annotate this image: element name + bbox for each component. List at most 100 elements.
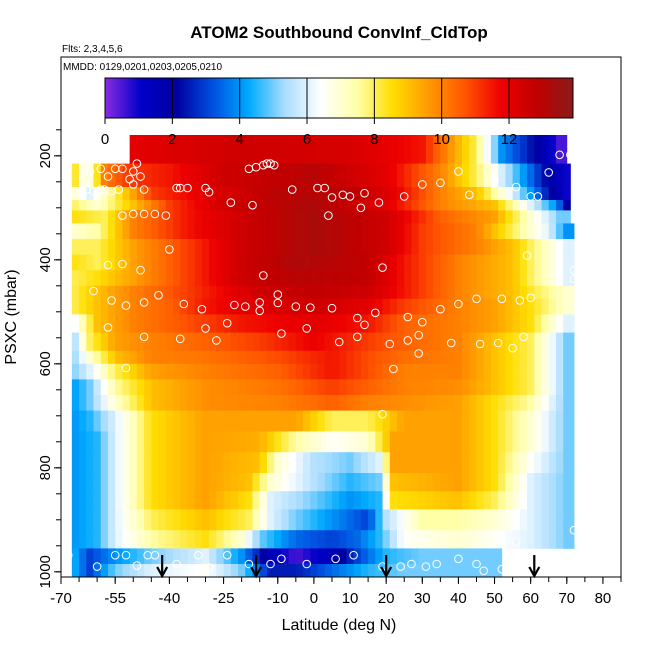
heatmap-cell <box>165 163 174 188</box>
heatmap-cell <box>259 395 268 411</box>
heatmap-cell <box>93 395 102 411</box>
heatmap-cell <box>411 210 420 224</box>
heatmap-cell <box>440 270 448 287</box>
heatmap-cell <box>86 210 94 224</box>
heatmap-cell <box>563 363 571 380</box>
heatmap-cell <box>238 431 246 453</box>
cloud-top-point <box>96 185 105 194</box>
cloud-top-point <box>139 209 149 219</box>
heatmap-cell <box>79 332 87 352</box>
x-tick-label: 70 <box>558 590 575 607</box>
heatmap-cell <box>425 285 434 300</box>
heatmap-cell <box>433 332 441 352</box>
x-tick-label: 10 <box>342 590 359 607</box>
heatmap-cell <box>93 452 102 474</box>
heatmap-cell <box>151 210 159 224</box>
heatmap-cell <box>527 239 535 255</box>
cloud-top-point <box>150 550 160 560</box>
heatmap-cell <box>238 210 246 224</box>
heatmap-cell <box>288 254 297 271</box>
heatmap-cell <box>418 564 427 578</box>
heatmap-cell <box>115 223 123 240</box>
heatmap-cell <box>136 473 145 492</box>
heatmap-cell <box>259 270 268 287</box>
heatmap-cell <box>230 452 239 474</box>
heatmap-cell <box>310 314 318 333</box>
heatmap-cell <box>555 210 564 224</box>
heatmap-cell <box>555 431 564 453</box>
heatmap-cell <box>136 239 145 255</box>
heatmap-cell <box>209 530 217 549</box>
heatmap-cell <box>563 223 571 240</box>
heatmap-cell <box>462 332 470 352</box>
heatmap-cell <box>397 298 405 315</box>
heatmap-cell <box>144 223 152 240</box>
cloud-top-point <box>569 525 579 535</box>
heatmap-cell <box>115 452 123 474</box>
heatmap-cell <box>151 332 159 352</box>
heatmap-cell <box>303 285 311 300</box>
heatmap-cell <box>93 332 102 352</box>
cloud-top-point <box>92 562 102 571</box>
heatmap-cell <box>194 270 203 287</box>
y-tick-label: 200 <box>37 143 54 168</box>
heatmap-cell <box>425 200 434 211</box>
heatmap-cell <box>100 210 109 224</box>
heatmap-cell <box>281 298 290 315</box>
heatmap-cell <box>490 491 499 510</box>
heatmap-cell <box>173 564 181 578</box>
heatmap-cell <box>418 254 427 271</box>
heatmap-cell <box>180 395 188 411</box>
heatmap-cell <box>107 395 116 411</box>
heatmap-cell <box>397 410 405 432</box>
heatmap-cell <box>368 363 376 380</box>
heatmap-cell <box>440 200 448 211</box>
heatmap-cell <box>230 332 239 352</box>
cloud-top-point <box>89 286 98 296</box>
heatmap-cell <box>122 163 131 188</box>
heatmap-cell <box>476 548 485 565</box>
colorbar-tick-label: 2 <box>168 131 176 148</box>
cloud-top-point <box>277 554 286 564</box>
heatmap-cell <box>71 564 80 578</box>
heatmap-cell <box>411 298 420 315</box>
heatmap-cell <box>281 254 290 271</box>
heatmap-cell <box>469 239 477 255</box>
heatmap-cell <box>541 332 550 352</box>
heatmap-cell <box>505 410 514 432</box>
heatmap-cell <box>483 254 492 271</box>
heatmap-cell <box>238 473 246 492</box>
heatmap-cell <box>353 452 362 474</box>
cloud-top-point <box>154 290 163 300</box>
heatmap-cell <box>295 210 304 224</box>
heatmap-cell <box>368 135 376 164</box>
cloud-top-point <box>255 306 265 316</box>
heatmap-cell <box>397 270 405 287</box>
heatmap-cell <box>238 239 246 255</box>
heatmap-cell <box>527 163 535 188</box>
heatmap-cell <box>122 491 131 510</box>
heatmap-cell <box>469 473 477 492</box>
heatmap-cell <box>173 395 181 411</box>
heatmap-cell <box>404 431 412 453</box>
heatmap-cell <box>555 254 564 271</box>
heatmap-cell <box>310 285 318 300</box>
heatmap-cell <box>375 548 383 565</box>
heatmap-cell <box>353 332 362 352</box>
heatmap-cell <box>252 350 261 365</box>
heatmap-cell <box>165 548 174 565</box>
heatmap-cell <box>360 332 369 352</box>
heatmap-cell <box>266 379 275 396</box>
heatmap-cell <box>223 187 232 201</box>
cloud-top-point <box>320 183 330 193</box>
heatmap-cell <box>216 491 224 510</box>
heatmap-cell <box>201 363 210 380</box>
heatmap-cell <box>368 431 376 453</box>
heatmap-cell <box>541 314 550 333</box>
heatmap-cell <box>447 452 456 474</box>
heatmap-cell <box>259 298 268 315</box>
heatmap-cell <box>209 163 217 188</box>
heatmap-cell <box>389 314 398 333</box>
heatmap-cell <box>86 254 94 271</box>
heatmap-cell <box>404 210 412 224</box>
